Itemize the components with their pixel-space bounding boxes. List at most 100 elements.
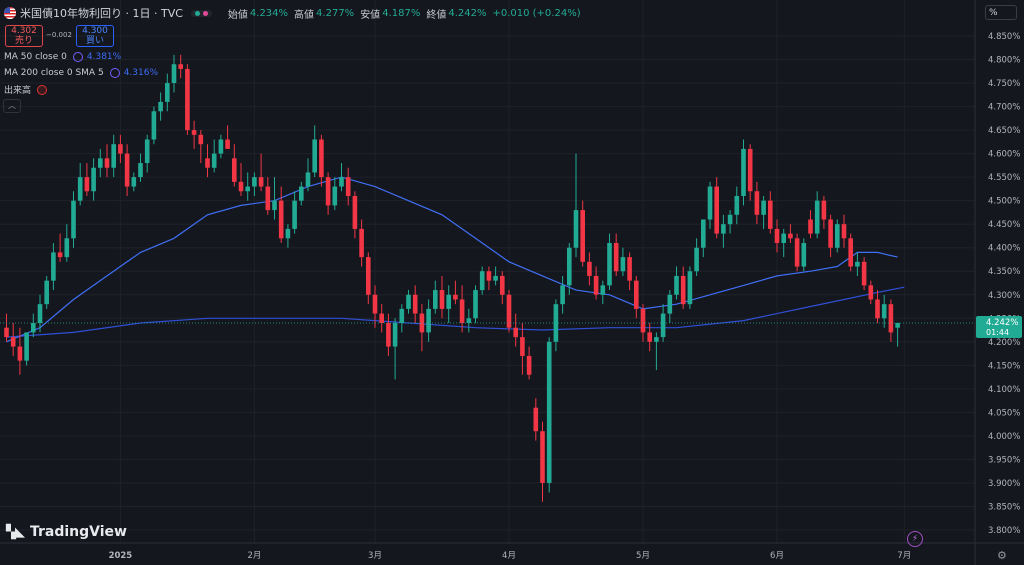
candle xyxy=(687,266,693,309)
candle xyxy=(567,243,572,295)
candle xyxy=(634,275,639,319)
volume-legend[interactable]: 出来高 xyxy=(4,83,51,96)
candle-body xyxy=(439,290,445,309)
candle-body xyxy=(453,294,458,300)
open-label: 始値 xyxy=(227,9,248,21)
candle-body xyxy=(17,346,23,361)
candle xyxy=(131,172,137,192)
candle-body xyxy=(855,261,860,267)
candle-body xyxy=(888,304,894,333)
candle xyxy=(372,285,378,328)
candle-body xyxy=(426,308,431,333)
gear-icon[interactable]: ⚙ xyxy=(997,549,1007,562)
candle-body xyxy=(540,431,545,483)
candle xyxy=(620,247,626,276)
y-tick-label: 4.100% xyxy=(988,385,1020,395)
candle-body xyxy=(171,64,177,84)
collapse-legend-button[interactable]: ︿ xyxy=(3,99,21,113)
tradingview-mark-icon: ▚◣ xyxy=(6,524,25,540)
candle xyxy=(667,290,673,323)
candle-body xyxy=(473,290,478,319)
ma50-legend[interactable]: MA 50 close 0 4.381% xyxy=(4,52,121,62)
candle xyxy=(674,266,679,300)
indicator-settings-icon[interactable] xyxy=(109,68,120,78)
candle xyxy=(875,290,880,323)
tradingview-logo[interactable]: ▚◣ TradingView xyxy=(6,524,127,540)
candle-body xyxy=(339,177,344,187)
candle-body xyxy=(151,111,157,140)
candle xyxy=(814,191,820,239)
candle-body xyxy=(37,304,43,323)
candle-body xyxy=(660,313,666,338)
indicator-settings-icon[interactable] xyxy=(72,52,83,62)
x-tick-label: 6月 xyxy=(770,551,784,561)
unit-button[interactable]: % xyxy=(985,5,1017,20)
candle-body xyxy=(299,186,304,201)
candle xyxy=(855,252,860,276)
candle-body xyxy=(104,158,110,168)
error-icon[interactable] xyxy=(37,84,48,95)
candle-body xyxy=(372,294,378,314)
us-flag-icon xyxy=(4,7,16,19)
candle-body xyxy=(165,83,170,102)
candle xyxy=(801,238,807,272)
ma50-value: 4.381% xyxy=(86,52,122,62)
candle-body xyxy=(506,294,512,328)
candle xyxy=(98,148,103,178)
candle xyxy=(71,191,76,248)
candle xyxy=(345,167,351,206)
candle-body xyxy=(24,332,29,361)
candle xyxy=(406,290,411,314)
candle-body xyxy=(225,139,230,149)
candle xyxy=(325,172,331,215)
candle xyxy=(205,144,210,178)
candle xyxy=(540,421,545,502)
y-tick-label: 4.500% xyxy=(988,197,1020,207)
candle-body xyxy=(768,200,773,229)
x-tick-label: 5月 xyxy=(636,551,650,561)
candle xyxy=(218,134,224,159)
candle xyxy=(158,92,163,121)
candle-body xyxy=(118,144,123,154)
candle-body xyxy=(406,294,411,309)
sell-button[interactable]: 4.302 売り xyxy=(5,25,43,47)
candle-body xyxy=(774,228,780,244)
candle xyxy=(694,238,699,276)
y-tick-label: 4.350% xyxy=(988,267,1020,277)
candle-body xyxy=(366,257,371,295)
candle xyxy=(392,318,398,380)
candle-body xyxy=(881,304,887,319)
y-tick-label: 4.150% xyxy=(988,361,1020,371)
candle xyxy=(426,299,431,342)
candle xyxy=(111,134,116,178)
x-tick-label: 2月 xyxy=(247,551,261,561)
market-status-pill[interactable] xyxy=(190,9,212,17)
close-label: 終値 xyxy=(426,9,447,21)
buy-price: 4.300 xyxy=(82,26,108,36)
candle-body xyxy=(64,238,70,258)
candle-body xyxy=(734,195,740,215)
candle-body xyxy=(701,219,706,248)
candle-body xyxy=(359,228,364,258)
candle-body xyxy=(98,158,103,168)
symbol-title[interactable]: 米国債10年物利回り · 1日 · TVC xyxy=(20,7,183,20)
candle-body xyxy=(292,200,297,229)
candle-body xyxy=(312,139,317,173)
buy-button[interactable]: 4.300 買い xyxy=(76,25,114,47)
candle xyxy=(640,304,646,342)
candle xyxy=(332,177,338,211)
candle-body xyxy=(211,153,217,168)
lightning-icon[interactable]: ⚡ xyxy=(907,531,923,547)
y-tick-label: 4.600% xyxy=(988,150,1020,160)
candle xyxy=(44,275,49,309)
candle xyxy=(91,158,96,201)
candle-body xyxy=(185,68,190,131)
ma200-legend[interactable]: MA 200 close 0 SMA 5 4.316% xyxy=(4,68,158,78)
candle xyxy=(841,214,847,248)
sell-label: 売り xyxy=(14,36,33,46)
candle xyxy=(721,214,726,248)
last-price-value: 4.242% xyxy=(986,318,1018,328)
candle xyxy=(319,134,324,187)
candle xyxy=(593,266,599,300)
